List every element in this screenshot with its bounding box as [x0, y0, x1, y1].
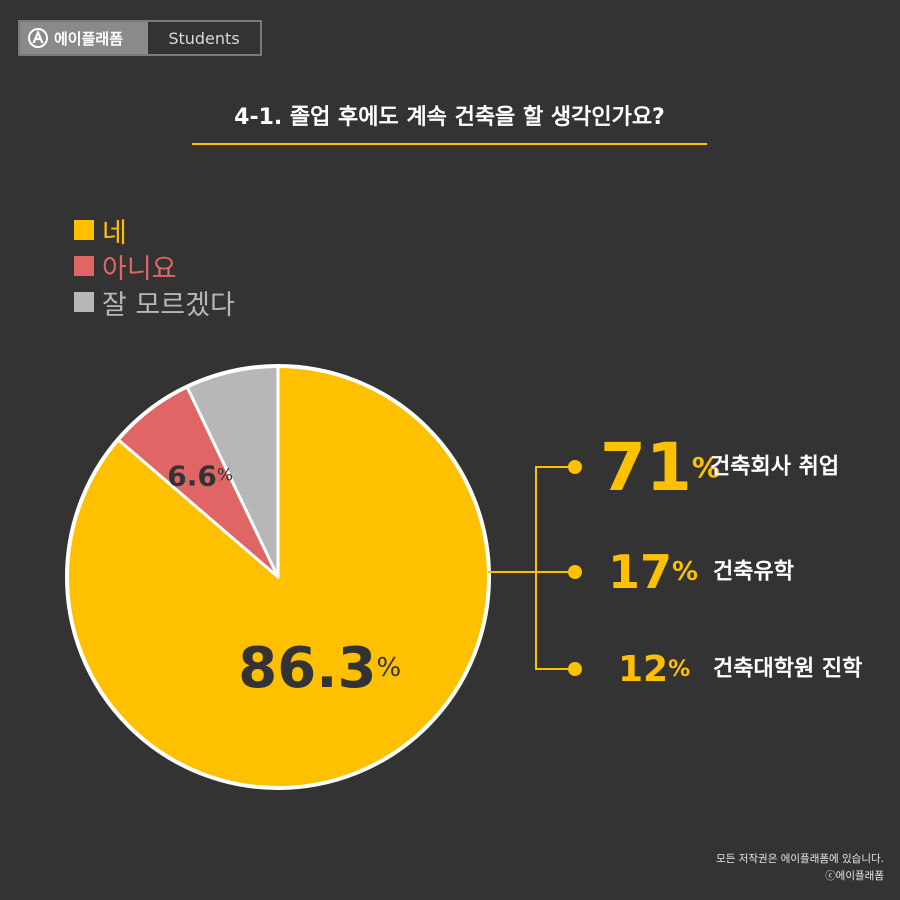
breakdown-study-abroad-dot: [568, 565, 582, 579]
legend-item-unsure: 잘 모르겠다: [74, 284, 235, 321]
brand-logo: 에이플래폼: [20, 22, 148, 54]
legend-swatch-yes: [74, 220, 94, 240]
copyright-text: 모든 저작권은 에이플래폼에 있습니다.: [716, 853, 884, 865]
legend-item-yes: 네: [74, 212, 235, 249]
breakdown-grad-school-value: 12%: [618, 649, 690, 690]
breakdown-company-value: 71%: [600, 429, 720, 506]
brand-header: 에이플래폼 Students: [18, 20, 262, 56]
breakdown-grad-school-label: 건축대학원 진학: [713, 657, 862, 682]
legend-swatch-no: [74, 256, 94, 276]
slice-label-no: 6.6%: [167, 459, 233, 492]
legend-item-no: 아니요: [74, 248, 235, 285]
brand-tag: Students: [168, 28, 240, 48]
slice-label-yes: 86.3%: [238, 635, 401, 700]
breakdown-company-label: 건축회사 취업: [710, 455, 839, 480]
copyright-footer: 모든 저작권은 에이플래폼에 있습니다. ⓒ에이플래폼: [716, 851, 884, 885]
title-underline: [192, 143, 707, 145]
brand-name: 에이플래폼: [54, 29, 124, 48]
copyright-mark: ⓒ에이플래폼: [825, 870, 884, 882]
page-title: 4-1. 졸업 후에도 계속 건축을 할 생각인가요?: [234, 105, 665, 130]
breakdown-study-abroad-value: 17%: [608, 545, 698, 599]
legend-swatch-unsure: [74, 292, 94, 312]
legend-label-no: 아니요: [102, 253, 177, 285]
a-circle-logo-icon: [28, 28, 48, 48]
connector-bracket: [535, 466, 575, 670]
pie-outline: [65, 364, 491, 790]
legend-label-yes: 네: [102, 217, 127, 249]
legend-label-unsure: 잘 모르겠다: [102, 289, 235, 321]
breakdown-study-abroad-label: 건축유학: [713, 560, 794, 585]
breakdown-grad-school-dot: [568, 662, 582, 676]
breakdown-company-dot: [568, 460, 582, 474]
chart-legend: 네 아니요 잘 모르겠다: [74, 212, 235, 321]
